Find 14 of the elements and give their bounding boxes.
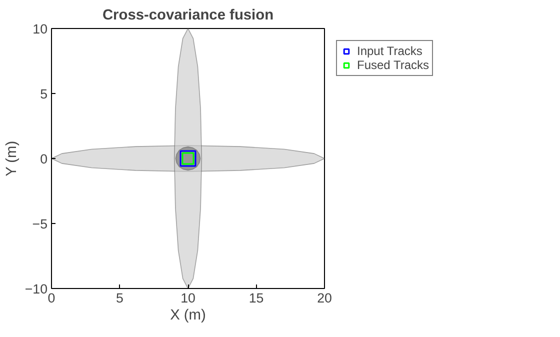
x-tick-label: 20: [317, 290, 332, 306]
legend-label: Input Tracks: [357, 44, 422, 58]
y-tick-label: −10: [24, 282, 48, 296]
y-tick-label: 10: [32, 22, 48, 36]
legend-label: Fused Tracks: [357, 58, 430, 72]
y-tick-label: 5: [40, 86, 48, 102]
y-tick-label: −5: [32, 216, 48, 232]
y-axis-title: Y (m): [4, 140, 20, 176]
x-tick-label: 15: [248, 290, 264, 306]
x-axis-title: X (m): [170, 308, 206, 324]
y-tick-label: 0: [40, 152, 48, 166]
chart-title: Cross-covariance fusion: [102, 8, 274, 24]
x-tick-label: 10: [180, 290, 196, 306]
x-tick-label: 5: [116, 290, 124, 306]
